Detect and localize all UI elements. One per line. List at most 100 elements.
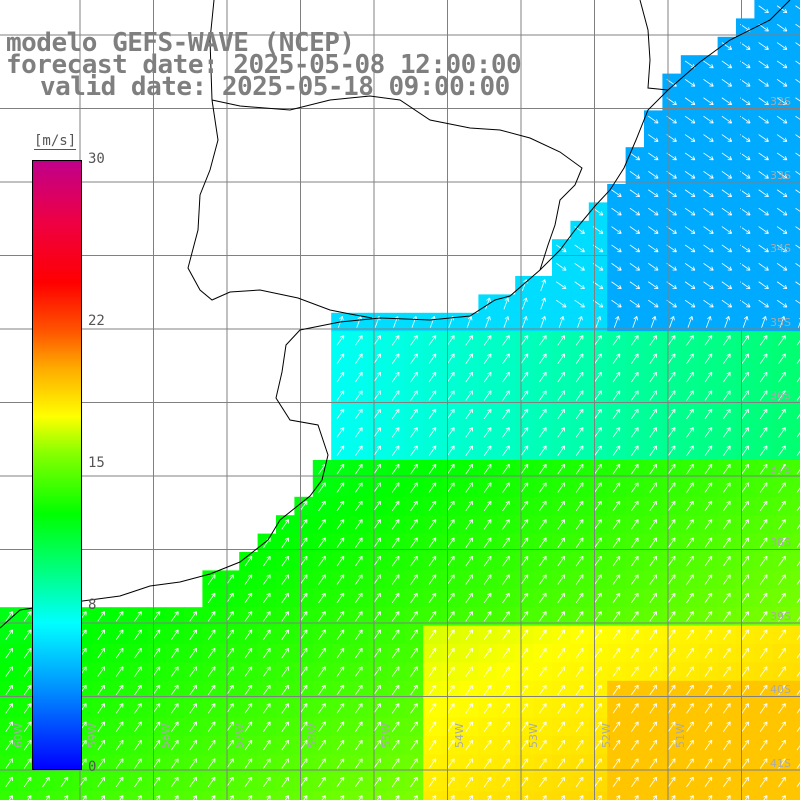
wind-speed-cell — [349, 588, 369, 608]
wind-arrow — [505, 795, 510, 800]
wind-arrow — [465, 519, 474, 530]
wind-speed-cell — [791, 699, 800, 719]
wind-speed-cell — [552, 552, 571, 571]
wind-speed-cell — [478, 331, 498, 351]
wind-speed-cell — [404, 699, 424, 719]
wind-arrow — [686, 555, 694, 567]
wind-arrow — [373, 427, 382, 438]
wind-arrow — [759, 463, 768, 475]
wind-arrow — [428, 721, 437, 732]
wind-arrow — [428, 537, 437, 548]
wind-arrow — [502, 335, 510, 346]
wind-arrow — [684, 263, 696, 271]
wind-arrow — [355, 519, 363, 530]
wind-arrow — [778, 390, 786, 401]
wind-speed-cell — [570, 460, 590, 479]
wind-arrow — [723, 574, 731, 585]
wind-speed-cell — [368, 699, 387, 719]
wind-arrow — [758, 281, 769, 290]
wind-arrow — [391, 776, 400, 788]
wind-arrow — [741, 629, 750, 640]
wind-speed-cell — [699, 460, 719, 479]
wind-arrow — [539, 482, 547, 493]
wind-arrow — [447, 390, 455, 401]
wind-speed-cell — [680, 570, 700, 590]
wind-arrow — [373, 408, 382, 420]
wind-speed-cell — [736, 552, 755, 571]
wind-arrow — [189, 703, 198, 714]
wind-speed-cell — [754, 331, 774, 351]
longitude-label: 59W — [85, 723, 99, 748]
wind-arrow — [631, 666, 639, 677]
wind-speed-cell — [423, 662, 443, 682]
wind-arrow — [23, 611, 32, 622]
wind-speed-cell — [736, 570, 755, 590]
wind-arrow — [23, 703, 32, 714]
wind-arrow — [631, 408, 639, 420]
wind-speed-cell — [312, 496, 332, 516]
brazil-coast-north — [639, 0, 669, 91]
wind-arrow — [704, 390, 713, 401]
wind-arrow — [721, 42, 733, 50]
wind-speed-cell — [0, 772, 19, 792]
wind-arrow — [723, 519, 731, 530]
wind-arrow — [577, 316, 583, 328]
wind-speed-cell — [662, 791, 682, 800]
wind-arrow — [207, 758, 216, 769]
wind-speed-cell — [515, 496, 535, 516]
wind-speed-cell — [717, 368, 737, 387]
wind-arrow — [759, 353, 768, 364]
wind-arrow — [373, 500, 382, 512]
wind-speed-cell — [717, 699, 737, 719]
wind-arrow — [667, 519, 676, 530]
wind-speed-cell — [220, 754, 240, 774]
wind-speed-cell — [239, 662, 259, 682]
wind-speed-cell — [441, 331, 461, 351]
wind-speed-cell — [441, 644, 461, 663]
wind-speed-cell — [202, 680, 222, 700]
wind-arrow — [391, 629, 400, 640]
wind-arrow — [776, 207, 788, 216]
wind-arrow — [723, 592, 731, 604]
wind-speed-cell — [625, 368, 645, 387]
wind-arrow — [299, 519, 308, 530]
wind-speed-cell — [478, 404, 498, 424]
wind-arrow — [652, 795, 658, 800]
wind-speed-cell — [515, 460, 535, 479]
wind-arrow — [758, 115, 769, 124]
wind-arrow — [465, 390, 474, 401]
wind-arrow — [796, 616, 800, 622]
wind-arrow — [447, 721, 455, 732]
wind-arrow — [207, 611, 216, 622]
wind-arrow — [336, 463, 345, 475]
wind-speed-cell — [662, 680, 682, 700]
wind-speed-cell — [496, 478, 516, 498]
wind-arrow — [575, 463, 584, 475]
wind-arrow — [447, 482, 455, 493]
wind-arrow — [373, 335, 382, 346]
wind-speed-cell — [0, 736, 19, 755]
wind-speed-cell — [460, 331, 479, 351]
wind-speed-cell — [220, 791, 240, 800]
wind-arrow — [539, 390, 547, 401]
wind-arrow — [5, 739, 14, 751]
wind-speed-cell — [736, 533, 755, 553]
wind-arrow — [611, 207, 622, 216]
wind-arrow — [704, 408, 713, 420]
wind-arrow — [704, 555, 713, 567]
wind-arrow — [778, 739, 786, 751]
wind-speed-cell — [294, 552, 314, 571]
wind-arrow — [336, 703, 345, 714]
wind-arrow — [373, 390, 382, 401]
wind-arrow — [189, 629, 198, 640]
wind-arrow — [778, 776, 786, 788]
wind-arrow — [97, 629, 106, 640]
wind-arrow — [687, 316, 694, 328]
wind-speed-cell — [533, 736, 553, 755]
wind-arrow — [428, 335, 437, 346]
wind-arrow — [649, 537, 658, 548]
wind-arrow — [465, 408, 474, 420]
wind-speed-cell — [128, 625, 148, 645]
wind-speed-cell — [386, 496, 406, 516]
wind-arrow — [244, 758, 253, 769]
